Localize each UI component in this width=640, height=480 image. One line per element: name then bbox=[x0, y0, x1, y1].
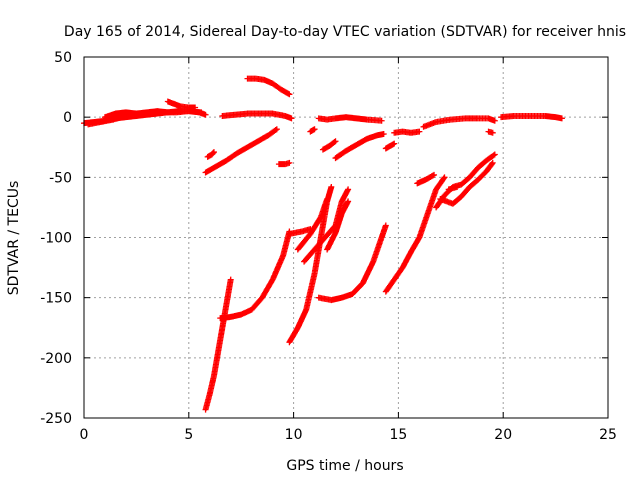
x-tick-label: 5 bbox=[184, 427, 193, 443]
data-series-points bbox=[319, 138, 339, 153]
axis-ticks: 0 5 10 15 20 25 -250 -200 -150 -100 -50 0 50 bbox=[40, 50, 617, 443]
data-series-points bbox=[307, 126, 318, 135]
y-tick-label: -250 bbox=[40, 411, 72, 427]
x-tick-label: 0 bbox=[80, 427, 89, 443]
data-series-points bbox=[202, 126, 280, 176]
data-series-points bbox=[315, 222, 389, 304]
data-series-points bbox=[286, 226, 314, 237]
y-tick-label: 50 bbox=[54, 50, 72, 66]
data-series-points bbox=[382, 140, 398, 152]
x-tick-label: 25 bbox=[599, 427, 617, 443]
data-series-points bbox=[315, 114, 385, 124]
y-tick-label: -150 bbox=[40, 291, 72, 307]
data-series-points bbox=[164, 98, 199, 111]
data-series-points bbox=[294, 195, 331, 253]
x-tick-label: 15 bbox=[389, 427, 407, 443]
data-series-points bbox=[332, 131, 387, 162]
data-series-points bbox=[382, 174, 448, 295]
data-series-points bbox=[485, 128, 496, 136]
y-tick-label: -50 bbox=[49, 170, 72, 186]
x-axis-label: GPS time / hours bbox=[286, 458, 403, 474]
data-series-points bbox=[219, 110, 295, 122]
y-tick-label: -100 bbox=[40, 231, 72, 247]
data-series-points bbox=[101, 108, 171, 121]
data-series-points bbox=[420, 115, 498, 130]
data-series-points bbox=[445, 183, 461, 193]
data-points bbox=[81, 75, 565, 413]
x-tick-label: 10 bbox=[285, 427, 303, 443]
data-series-points bbox=[275, 159, 293, 168]
data-series-points bbox=[437, 159, 496, 207]
data-series-points bbox=[244, 75, 293, 98]
y-tick-label: -200 bbox=[40, 351, 72, 367]
data-series-points bbox=[202, 276, 234, 413]
data-series-points bbox=[414, 171, 438, 187]
chart-title: Day 165 of 2014, Sidereal Day-to-day VTE… bbox=[64, 24, 626, 40]
y-axis-label: SDTVAR / TECUs bbox=[6, 181, 22, 296]
data-series-points bbox=[324, 198, 352, 253]
data-series-points bbox=[217, 228, 293, 322]
data-series-points bbox=[204, 149, 217, 160]
data-series-points bbox=[498, 112, 565, 122]
data-series-points bbox=[391, 128, 423, 136]
y-tick-label: 0 bbox=[63, 110, 72, 126]
x-tick-label: 20 bbox=[494, 427, 512, 443]
